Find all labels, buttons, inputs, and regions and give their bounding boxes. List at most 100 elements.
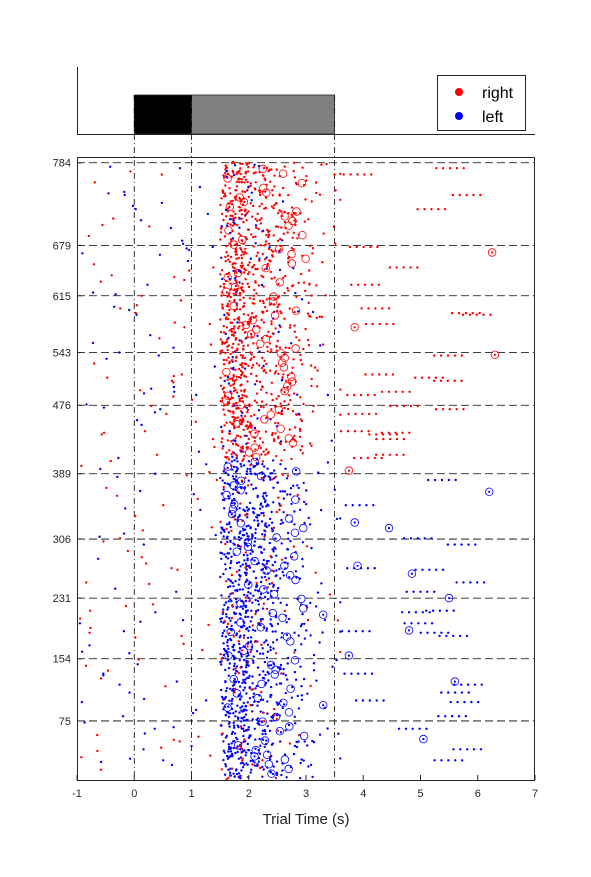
spike-dot-624	[305, 629, 308, 632]
spike-dot-622	[440, 631, 443, 634]
spike-dot-2046	[220, 294, 223, 297]
spike-dot-2354	[240, 213, 244, 216]
spike-dot-1715	[243, 374, 246, 378]
spike-dot-1582	[402, 404, 406, 408]
spike-dot-1762	[301, 363, 304, 366]
spike-dot-2322	[242, 220, 245, 224]
plot-frame	[77, 157, 535, 781]
spike-dot-2499	[262, 174, 265, 177]
spike-dot-1920	[208, 322, 211, 326]
spike-dot-2560	[325, 162, 328, 166]
spike-dot-1463	[143, 430, 147, 433]
spike-dot-2153	[265, 265, 269, 268]
spike-dot-130	[466, 748, 469, 751]
spike-dot-603	[438, 634, 441, 638]
spike-dot-655	[300, 623, 304, 626]
response-marker-138	[353, 561, 362, 570]
response-marker-69	[250, 443, 259, 452]
spike-dot-1468	[367, 430, 370, 433]
spike-dot-1728	[378, 373, 381, 376]
spike-dot-471	[235, 665, 239, 668]
spike-dot-1466	[353, 430, 357, 433]
spike-dot-2507	[224, 171, 227, 175]
spike-dot-888	[238, 569, 241, 572]
spike-dot-272	[232, 712, 235, 715]
spike-dot-950	[230, 555, 233, 558]
spike-dot-429	[99, 677, 103, 680]
spike-dot-816	[238, 588, 242, 591]
spike-dot-1486	[244, 425, 248, 428]
spike-dot-822	[277, 586, 280, 590]
spike-dot-1796	[239, 354, 243, 357]
spike-dot-2425	[271, 194, 275, 197]
spike-dot-1385	[310, 444, 313, 447]
spike-dot-2382	[423, 208, 426, 211]
spike-dot-1165	[358, 504, 361, 507]
spike-dot-2470	[224, 184, 227, 187]
response-marker-14	[223, 703, 232, 712]
spike-dot-2550	[224, 164, 227, 167]
spike-dot-245	[270, 719, 273, 722]
y-tick-label-4: 389	[53, 469, 71, 481]
spike-dot-124	[232, 747, 235, 750]
spike-dot-1457	[401, 431, 404, 434]
spike-dot-1638	[235, 391, 239, 394]
spike-dot-701	[246, 615, 250, 619]
spike-dot-344	[231, 697, 234, 701]
spike-dot-165	[232, 740, 235, 743]
spike-dot-1691	[432, 379, 436, 382]
spike-dot-839	[255, 581, 258, 585]
spike-dot-1980	[297, 310, 300, 313]
spike-dot-1041	[246, 535, 249, 538]
spike-dot-2432	[123, 193, 126, 197]
spike-dot-2509	[339, 172, 342, 176]
spike-dot-1534	[297, 412, 300, 415]
spike-dot-2268	[254, 235, 257, 238]
spike-dot-63	[253, 761, 256, 764]
spike-dot-1267	[235, 475, 238, 478]
spike-dot-2375	[278, 209, 281, 212]
spike-dot-760	[257, 603, 260, 606]
spike-dot-1527	[295, 413, 298, 416]
spike-dot-391	[300, 685, 303, 688]
spike-dot-2408	[160, 201, 164, 205]
spike-dot-2365	[280, 210, 283, 213]
spike-dot-1151	[124, 507, 127, 510]
spike-dot-148	[246, 742, 249, 746]
spike-dot-623	[447, 631, 450, 634]
spike-dot-737	[452, 609, 455, 612]
spike-dot-1288	[249, 470, 252, 473]
spike-dot-1861	[225, 338, 229, 341]
spike-dot-1775	[222, 358, 225, 362]
spike-dot-1840	[319, 344, 322, 347]
spike-dot-187	[264, 732, 267, 736]
spike-dot-1551	[257, 409, 261, 412]
spike-dot-1402	[246, 441, 249, 445]
response-marker-144	[350, 323, 359, 332]
spike-dot-1867	[227, 336, 230, 340]
spike-dot-2464	[273, 185, 276, 188]
spike-dot-106	[234, 751, 237, 755]
spike-dot-566	[88, 644, 91, 647]
spike-dot-451	[370, 672, 374, 675]
spike-dot-2472	[294, 181, 298, 185]
spike-dot-458	[262, 670, 265, 673]
response-marker-130	[419, 734, 428, 744]
spike-dot-650	[270, 624, 274, 628]
spike-dot-2148	[233, 267, 236, 270]
spike-dot-1507	[239, 418, 242, 422]
spike-dot-684	[261, 617, 264, 621]
spike-dot-2386	[258, 205, 261, 208]
spike-dot-2300	[277, 225, 280, 229]
spike-dot-1585	[302, 402, 305, 406]
spike-dot-918	[245, 564, 248, 568]
spike-dot-697	[230, 616, 234, 620]
spike-dot-1618	[237, 395, 240, 398]
spike-dot-2260	[229, 238, 233, 241]
spike-dot-1513	[234, 416, 237, 420]
spike-dot-1930	[262, 321, 266, 324]
spike-dot-1735	[316, 369, 319, 372]
spike-dot-929	[273, 560, 277, 564]
spike-dot-1894	[228, 329, 231, 332]
spike-dot-9	[261, 775, 264, 778]
